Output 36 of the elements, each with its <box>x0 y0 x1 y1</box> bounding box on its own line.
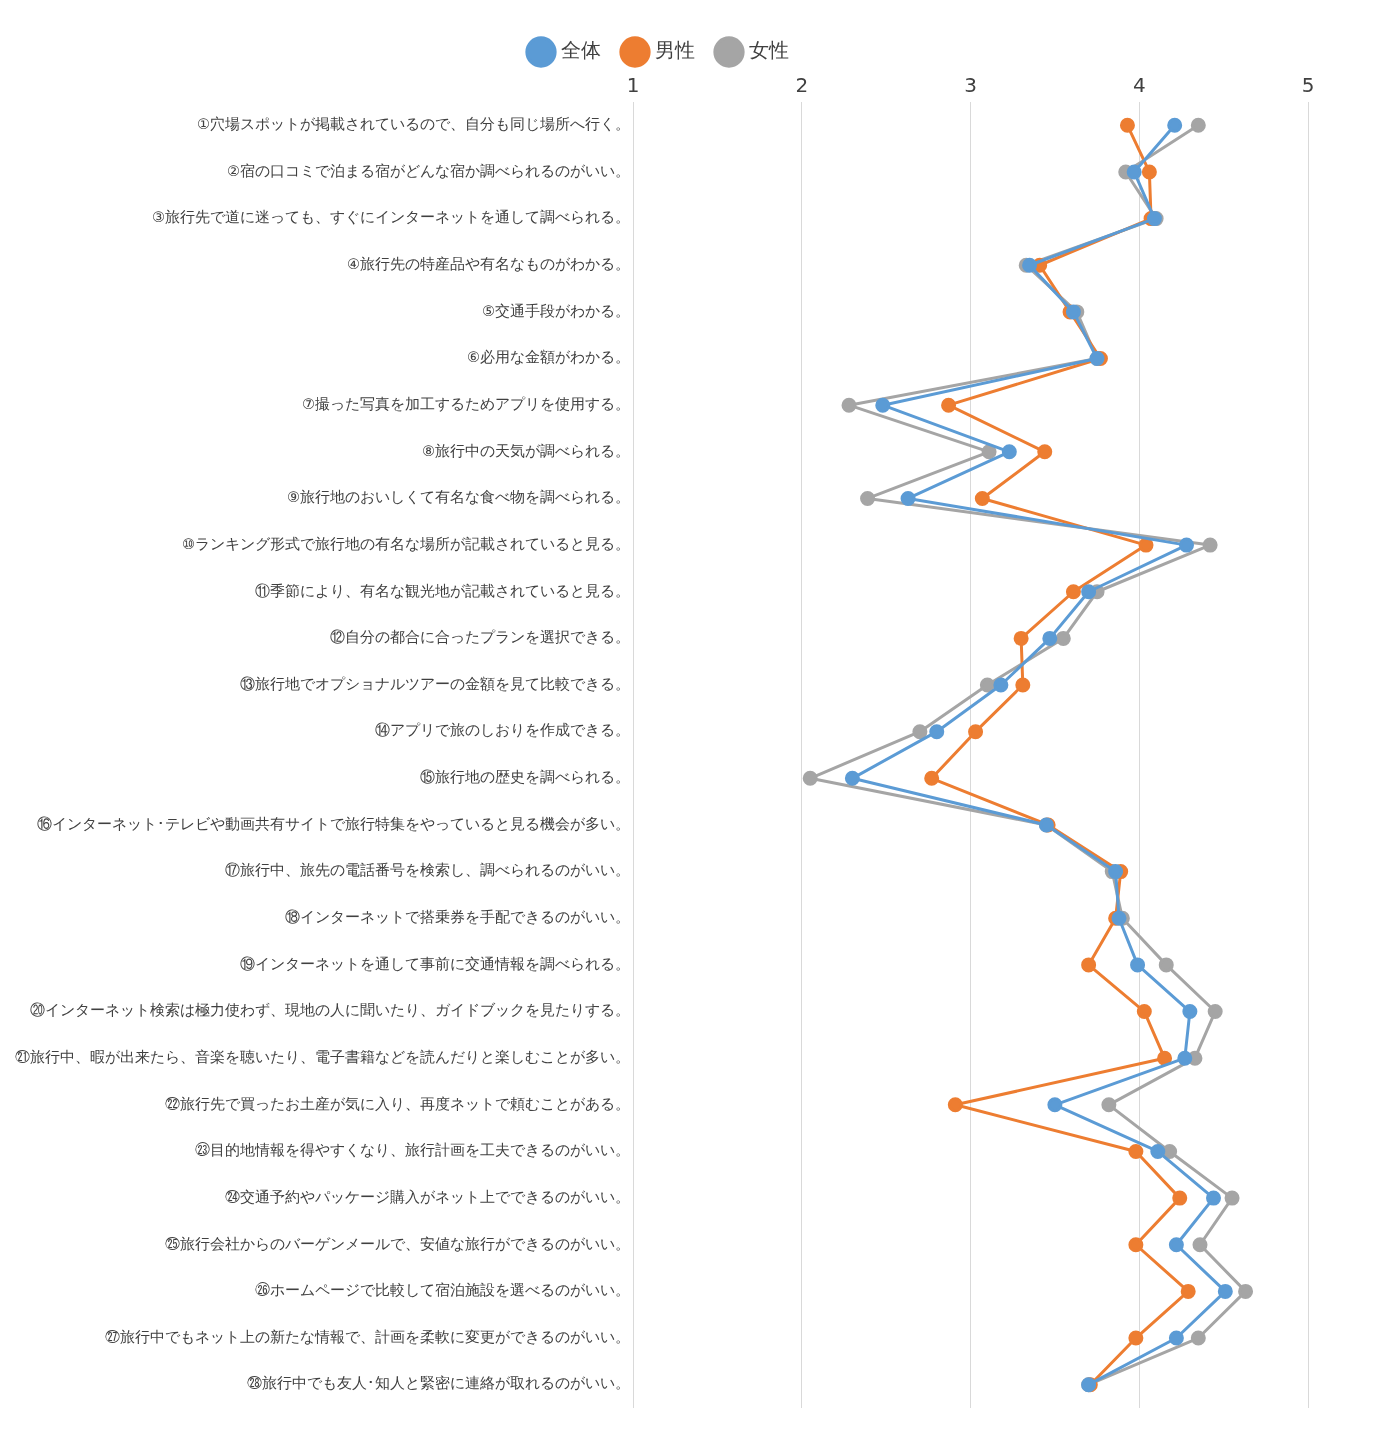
y-tick-label: ⑬旅行地でオプショナルツアーの金額を見て比較できる。 <box>240 675 630 692</box>
y-tick-label: ⑪季節により、有名な観光地が記載されていると見る。 <box>255 582 630 599</box>
y-tick-label: ③旅行先で道に迷っても、すぐにインターネットを通して調べられる。 <box>152 209 630 226</box>
y-tick-label: ④旅行先の特産品や有名なものがわかる。 <box>347 256 630 273</box>
y-tick-label: ②宿の口コミで泊まる宿がどんな宿か調べられるのがいい。 <box>227 162 630 179</box>
y-tick-label: ⑰旅行中、旅先の電話番号を検索し、調べられるのがいい。 <box>225 862 630 879</box>
y-tick-label: ⑭アプリで旅のしおりを作成できる。 <box>375 722 630 739</box>
y-tick-label: ⑲インターネットを通して事前に交通情報を調べられる。 <box>240 955 630 972</box>
y-tick-label: ㉖ホームページで比較して宿泊施設を選べるのがいい。 <box>255 1282 630 1299</box>
y-tick-label: ①穴場スポットが掲載されているので、自分も同じ場所へ行く。 <box>197 116 630 133</box>
y-tick-label: ⑮旅行地の歴史を調べられる。 <box>420 769 630 786</box>
y-tick-label: ⑤交通手段がわかる。 <box>482 302 630 319</box>
y-tick-label: ⑨旅行地のおいしくて有名な食べ物を調べられる。 <box>287 489 630 506</box>
y-tick-label: ㉗旅行中でもネット上の新たな情報で、計画を柔軟に変更ができるのがいい。 <box>105 1328 630 1345</box>
x-tick-label: 1 <box>626 73 640 98</box>
y-tick-label: ㉔交通予約やパッケージ購入がネット上でできるのがいい。 <box>225 1188 630 1205</box>
y-tick-label: ㉒旅行先で買ったお土産が気に入り、再度ネットで頼むことがある。 <box>165 1095 630 1112</box>
y-tick-label: ⑱インターネットで搭乗券を手配できるのがいい。 <box>285 909 630 926</box>
y-tick-label: ㉑旅行中、暇が出来たら、音楽を聴いたり、電子書籍などを読んだりと楽しむことが多い。 <box>15 1048 630 1065</box>
legend-label: 男性 <box>655 38 695 63</box>
x-tick-label: 3 <box>964 73 977 98</box>
y-tick-label: ㉓目的地情報を得やすくなり、旅行計画を工夫できるのがいい。 <box>195 1142 630 1159</box>
y-tick-label: ㉕旅行会社からのバーゲンメールで、安値な旅行ができるのがいい。 <box>165 1235 630 1252</box>
x-tick-label: 4 <box>1132 73 1146 98</box>
x-tick-label: 2 <box>795 73 809 98</box>
y-tick-label: ㉘旅行中でも友人･知人と緊密に連絡が取れるのがいい。 <box>247 1375 630 1392</box>
y-tick-label: ⑦撮った写真を加工するためアプリを使用する。 <box>302 395 630 412</box>
y-tick-label: ⑯インターネット･テレビや動画共有サイトで旅行特集をやっていると見る機会が多い。 <box>37 815 630 832</box>
legend-label: 全体 <box>561 38 601 63</box>
y-tick-label: ⑫自分の都合に合ったプランを選択できる。 <box>330 629 630 646</box>
y-tick-label: ⑳インターネット検索は極力使わず、現地の人に聞いたり、ガイドブックを見たりする。 <box>30 1002 630 1020</box>
x-tick-label: 5 <box>1301 73 1315 98</box>
y-tick-label: ⑥必用な金額がわかる。 <box>467 349 630 366</box>
y-tick-label: ⑧旅行中の天気が調べられる。 <box>422 442 630 459</box>
legend-label: 女性 <box>749 38 789 63</box>
y-tick-label: ⑩ランキング形式で旅行地の有名な場所が記載されていると見る。 <box>182 535 630 552</box>
